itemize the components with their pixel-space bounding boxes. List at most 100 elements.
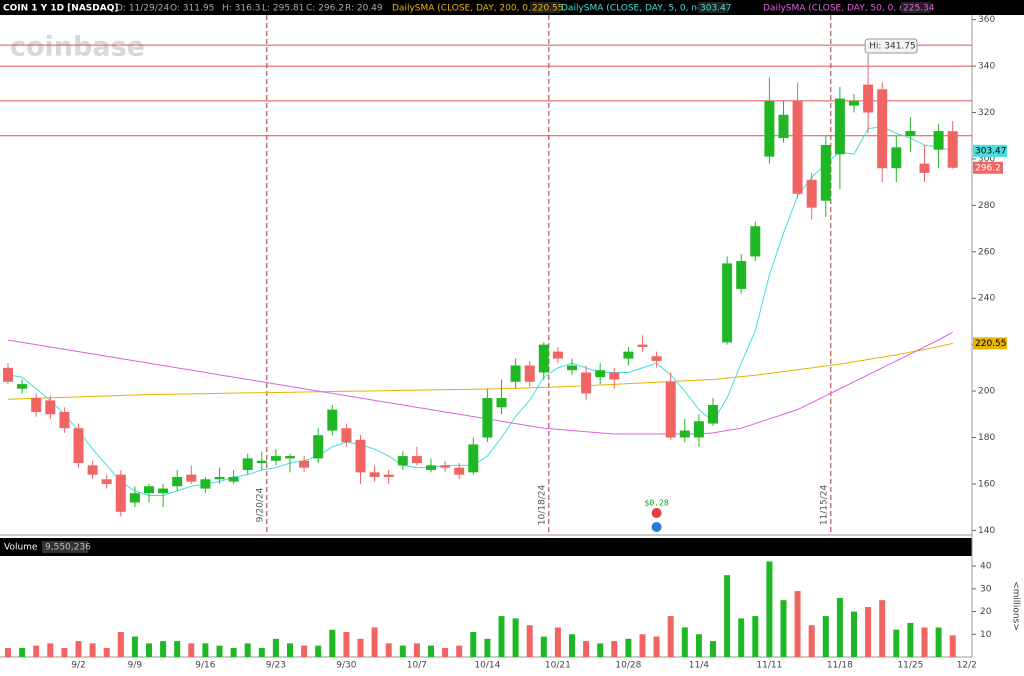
volume-bar bbox=[526, 625, 533, 657]
candle-body bbox=[270, 456, 281, 461]
volume-bar bbox=[428, 645, 434, 657]
volume-bar bbox=[667, 616, 674, 657]
x-tick-label: 12/2 bbox=[957, 661, 977, 671]
candle-body bbox=[933, 131, 944, 150]
volume-tick-label: 40 bbox=[980, 562, 992, 572]
volume-bar bbox=[540, 636, 547, 657]
candle-body bbox=[919, 163, 930, 173]
header-high: H: 316.3 bbox=[222, 4, 260, 14]
candle-body bbox=[538, 344, 549, 373]
candle-body bbox=[158, 488, 169, 494]
candle-body bbox=[581, 372, 592, 394]
volume-bar bbox=[498, 616, 505, 657]
y-tick-label: 300 bbox=[978, 154, 995, 164]
volume-bar bbox=[949, 635, 956, 657]
volume-bar bbox=[766, 561, 773, 657]
candle-body bbox=[242, 458, 253, 470]
candle-body bbox=[905, 131, 916, 136]
x-tick-label: 10/7 bbox=[407, 661, 427, 671]
candle-body bbox=[369, 472, 380, 477]
candle-body bbox=[299, 460, 310, 468]
candle-body bbox=[693, 421, 704, 438]
volume-bar bbox=[117, 632, 124, 657]
candle-body bbox=[510, 365, 521, 382]
volume-bar bbox=[329, 629, 336, 657]
volume-bar bbox=[399, 645, 406, 657]
sma-value-box bbox=[698, 2, 728, 13]
candle-body bbox=[891, 147, 902, 169]
candle-body bbox=[496, 398, 507, 408]
volume-total-box bbox=[42, 541, 88, 553]
earnings-label: $0.28 bbox=[645, 499, 669, 508]
candle-body bbox=[679, 430, 690, 438]
candle-body bbox=[468, 444, 479, 473]
sma-legend: DailySMA (CLOSE, DAY, 200, 0, no) bbox=[392, 4, 548, 14]
volume-bar bbox=[202, 643, 209, 657]
candle-body bbox=[524, 365, 535, 382]
candle-body bbox=[552, 351, 563, 359]
y-tick-label: 280 bbox=[978, 201, 995, 211]
x-tick-label: 9/23 bbox=[266, 661, 286, 671]
x-tick-label: 9/9 bbox=[128, 661, 143, 671]
sma-line bbox=[7, 125, 953, 497]
header-close: C: 296.2 bbox=[306, 4, 344, 14]
candle-body bbox=[411, 456, 422, 464]
candle-body bbox=[45, 400, 56, 415]
volume-bar bbox=[583, 641, 590, 657]
earnings-icon bbox=[651, 508, 662, 518]
y-tick-label: 160 bbox=[978, 479, 995, 489]
volume-bar bbox=[512, 618, 519, 657]
y-tick-label: 260 bbox=[978, 247, 995, 257]
price-badge-box bbox=[973, 144, 1007, 157]
volume-bar bbox=[5, 647, 11, 657]
y-tick-label: 140 bbox=[978, 526, 995, 536]
sma-line bbox=[7, 331, 953, 435]
candle-body bbox=[440, 465, 451, 468]
volume-bar bbox=[484, 638, 491, 657]
header-bar bbox=[0, 0, 1024, 15]
candle-body bbox=[454, 467, 465, 475]
candle-body bbox=[59, 411, 70, 429]
high-callout: Hi: 341.75 bbox=[869, 42, 916, 52]
candle-body bbox=[722, 263, 733, 343]
candle-body bbox=[3, 367, 13, 382]
volume-bar bbox=[822, 616, 829, 657]
candle-body bbox=[200, 479, 211, 489]
candle-body bbox=[708, 405, 718, 424]
volume-tick-label: 30 bbox=[980, 584, 992, 594]
volume-bar bbox=[216, 645, 223, 657]
volume-bar bbox=[343, 632, 350, 657]
candle-body bbox=[327, 409, 338, 431]
x-tick-label: 11/18 bbox=[827, 661, 853, 671]
volume-tick-label: 20 bbox=[980, 607, 992, 617]
x-tick-label: 9/16 bbox=[195, 661, 215, 671]
watermark: coinbase bbox=[10, 32, 145, 63]
x-tick-label: 11/25 bbox=[897, 661, 923, 671]
candle-body bbox=[383, 474, 394, 477]
candle-body bbox=[947, 131, 958, 168]
volume-bar bbox=[554, 627, 561, 657]
sma-legend-value: 220.55 bbox=[532, 4, 564, 14]
volume-bar bbox=[611, 641, 618, 657]
sma-legend: DailySMA (CLOSE, DAY, 50, 0, no) bbox=[763, 4, 914, 14]
y-tick-label: 340 bbox=[978, 62, 995, 72]
volume-bar bbox=[258, 647, 265, 657]
volume-bar bbox=[385, 643, 392, 657]
volume-bar bbox=[287, 643, 293, 657]
expiration-label: 9/20/24 bbox=[255, 487, 265, 522]
y-tick-label: 360 bbox=[978, 15, 995, 25]
volume-header-bar bbox=[0, 538, 972, 556]
close-badge-box bbox=[973, 161, 1003, 174]
candle-body bbox=[778, 114, 789, 139]
volume-bar bbox=[879, 600, 886, 657]
volume-bar bbox=[653, 636, 660, 657]
candle-body bbox=[397, 456, 408, 466]
volume-bar bbox=[569, 634, 575, 657]
x-tick-label: 10/14 bbox=[474, 661, 500, 671]
candle-body bbox=[482, 398, 493, 438]
volume-bar bbox=[61, 647, 68, 657]
y-tick-label: 180 bbox=[978, 433, 995, 443]
volume-bar bbox=[230, 647, 237, 657]
volume-unit: <millions> bbox=[1011, 581, 1021, 631]
